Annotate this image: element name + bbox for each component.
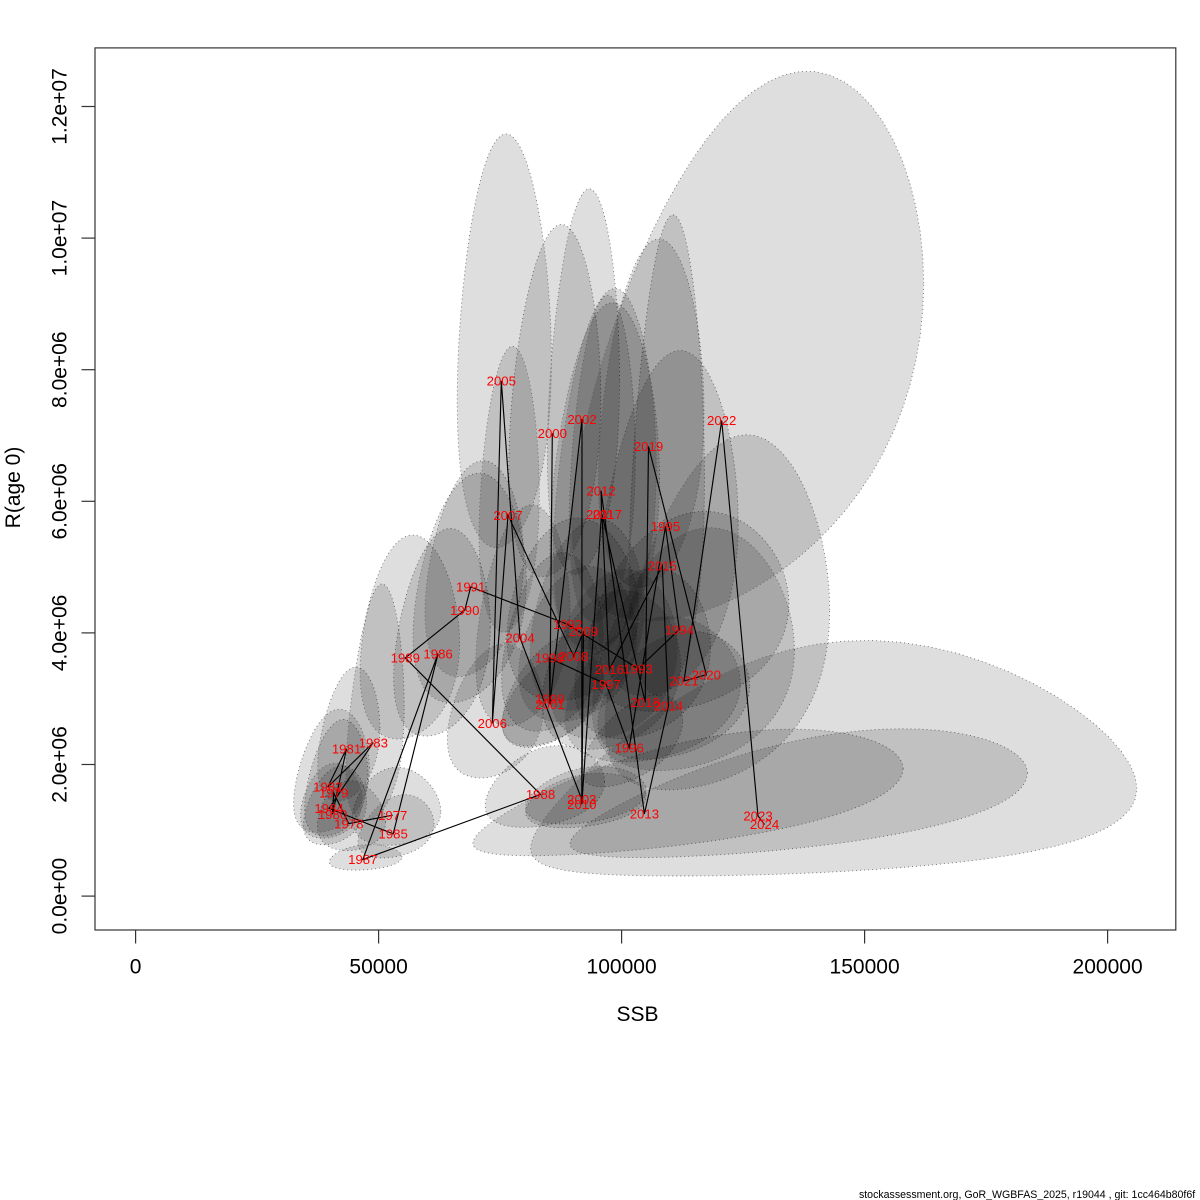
svg-text:1978: 1978 (334, 816, 363, 831)
svg-text:1995: 1995 (651, 519, 680, 534)
svg-text:2017: 2017 (593, 507, 622, 522)
svg-text:2012: 2012 (586, 484, 615, 499)
svg-text:2000: 2000 (538, 426, 567, 441)
svg-text:2021: 2021 (669, 674, 698, 689)
svg-text:1984: 1984 (314, 801, 343, 816)
svg-text:2016: 2016 (595, 662, 624, 677)
svg-text:1993: 1993 (623, 662, 652, 677)
svg-text:100000: 100000 (587, 956, 657, 979)
svg-text:2015: 2015 (648, 558, 677, 573)
svg-text:R(age 0): R(age 0) (2, 447, 25, 529)
svg-text:1977: 1977 (378, 808, 407, 823)
svg-text:2009: 2009 (569, 624, 598, 639)
svg-text:1996: 1996 (615, 740, 644, 755)
svg-text:50000: 50000 (349, 956, 407, 979)
svg-text:2013: 2013 (630, 807, 659, 822)
svg-text:1983: 1983 (359, 735, 388, 750)
svg-text:stockassessment.org, GoR_WGBFA: stockassessment.org, GoR_WGBFAS_2025, r1… (859, 1189, 1195, 1200)
svg-text:150000: 150000 (830, 956, 900, 979)
svg-text:2007: 2007 (493, 508, 522, 523)
svg-text:2003: 2003 (567, 792, 596, 807)
svg-text:1986: 1986 (423, 646, 452, 661)
svg-text:0.0e+00: 0.0e+00 (49, 858, 72, 935)
svg-text:1998: 1998 (535, 651, 564, 666)
svg-text:1999: 1999 (535, 692, 564, 707)
svg-text:2023: 2023 (743, 809, 772, 824)
svg-text:1991: 1991 (456, 580, 485, 595)
svg-text:1990: 1990 (450, 603, 479, 618)
svg-text:2011: 2011 (586, 507, 614, 522)
svg-text:2014: 2014 (654, 698, 683, 713)
svg-text:2.0e+06: 2.0e+06 (49, 726, 72, 803)
svg-text:0: 0 (130, 956, 142, 979)
svg-text:2019: 2019 (634, 439, 663, 454)
svg-text:2004: 2004 (505, 631, 534, 646)
svg-text:SSB: SSB (616, 1003, 658, 1026)
svg-text:2018: 2018 (631, 695, 660, 710)
svg-text:2006: 2006 (478, 716, 507, 731)
svg-text:1982: 1982 (313, 780, 342, 795)
svg-text:4.0e+06: 4.0e+06 (49, 595, 72, 672)
svg-text:1997: 1997 (592, 677, 621, 692)
svg-text:2008: 2008 (559, 649, 588, 664)
svg-text:1989: 1989 (391, 651, 420, 666)
svg-text:2022: 2022 (707, 413, 736, 428)
svg-text:6.0e+06: 6.0e+06 (49, 463, 72, 540)
svg-text:1992: 1992 (553, 617, 582, 632)
svg-text:2020: 2020 (692, 667, 721, 682)
svg-text:2005: 2005 (487, 374, 516, 389)
svg-text:2010: 2010 (567, 797, 596, 812)
svg-text:2024: 2024 (750, 817, 779, 832)
svg-text:200000: 200000 (1073, 956, 1143, 979)
svg-text:2002: 2002 (567, 412, 596, 427)
svg-text:1979: 1979 (319, 786, 348, 801)
svg-text:1.2e+07: 1.2e+07 (49, 68, 72, 145)
svg-text:1994: 1994 (665, 622, 694, 637)
svg-text:1981: 1981 (332, 741, 361, 756)
svg-text:8.0e+06: 8.0e+06 (49, 331, 72, 408)
svg-text:1.0e+07: 1.0e+07 (49, 200, 72, 277)
svg-text:1988: 1988 (526, 787, 555, 802)
svg-text:2001: 2001 (535, 697, 564, 712)
svg-text:1980: 1980 (318, 807, 347, 822)
svg-text:1987: 1987 (348, 852, 377, 867)
svg-text:1985: 1985 (379, 827, 408, 842)
